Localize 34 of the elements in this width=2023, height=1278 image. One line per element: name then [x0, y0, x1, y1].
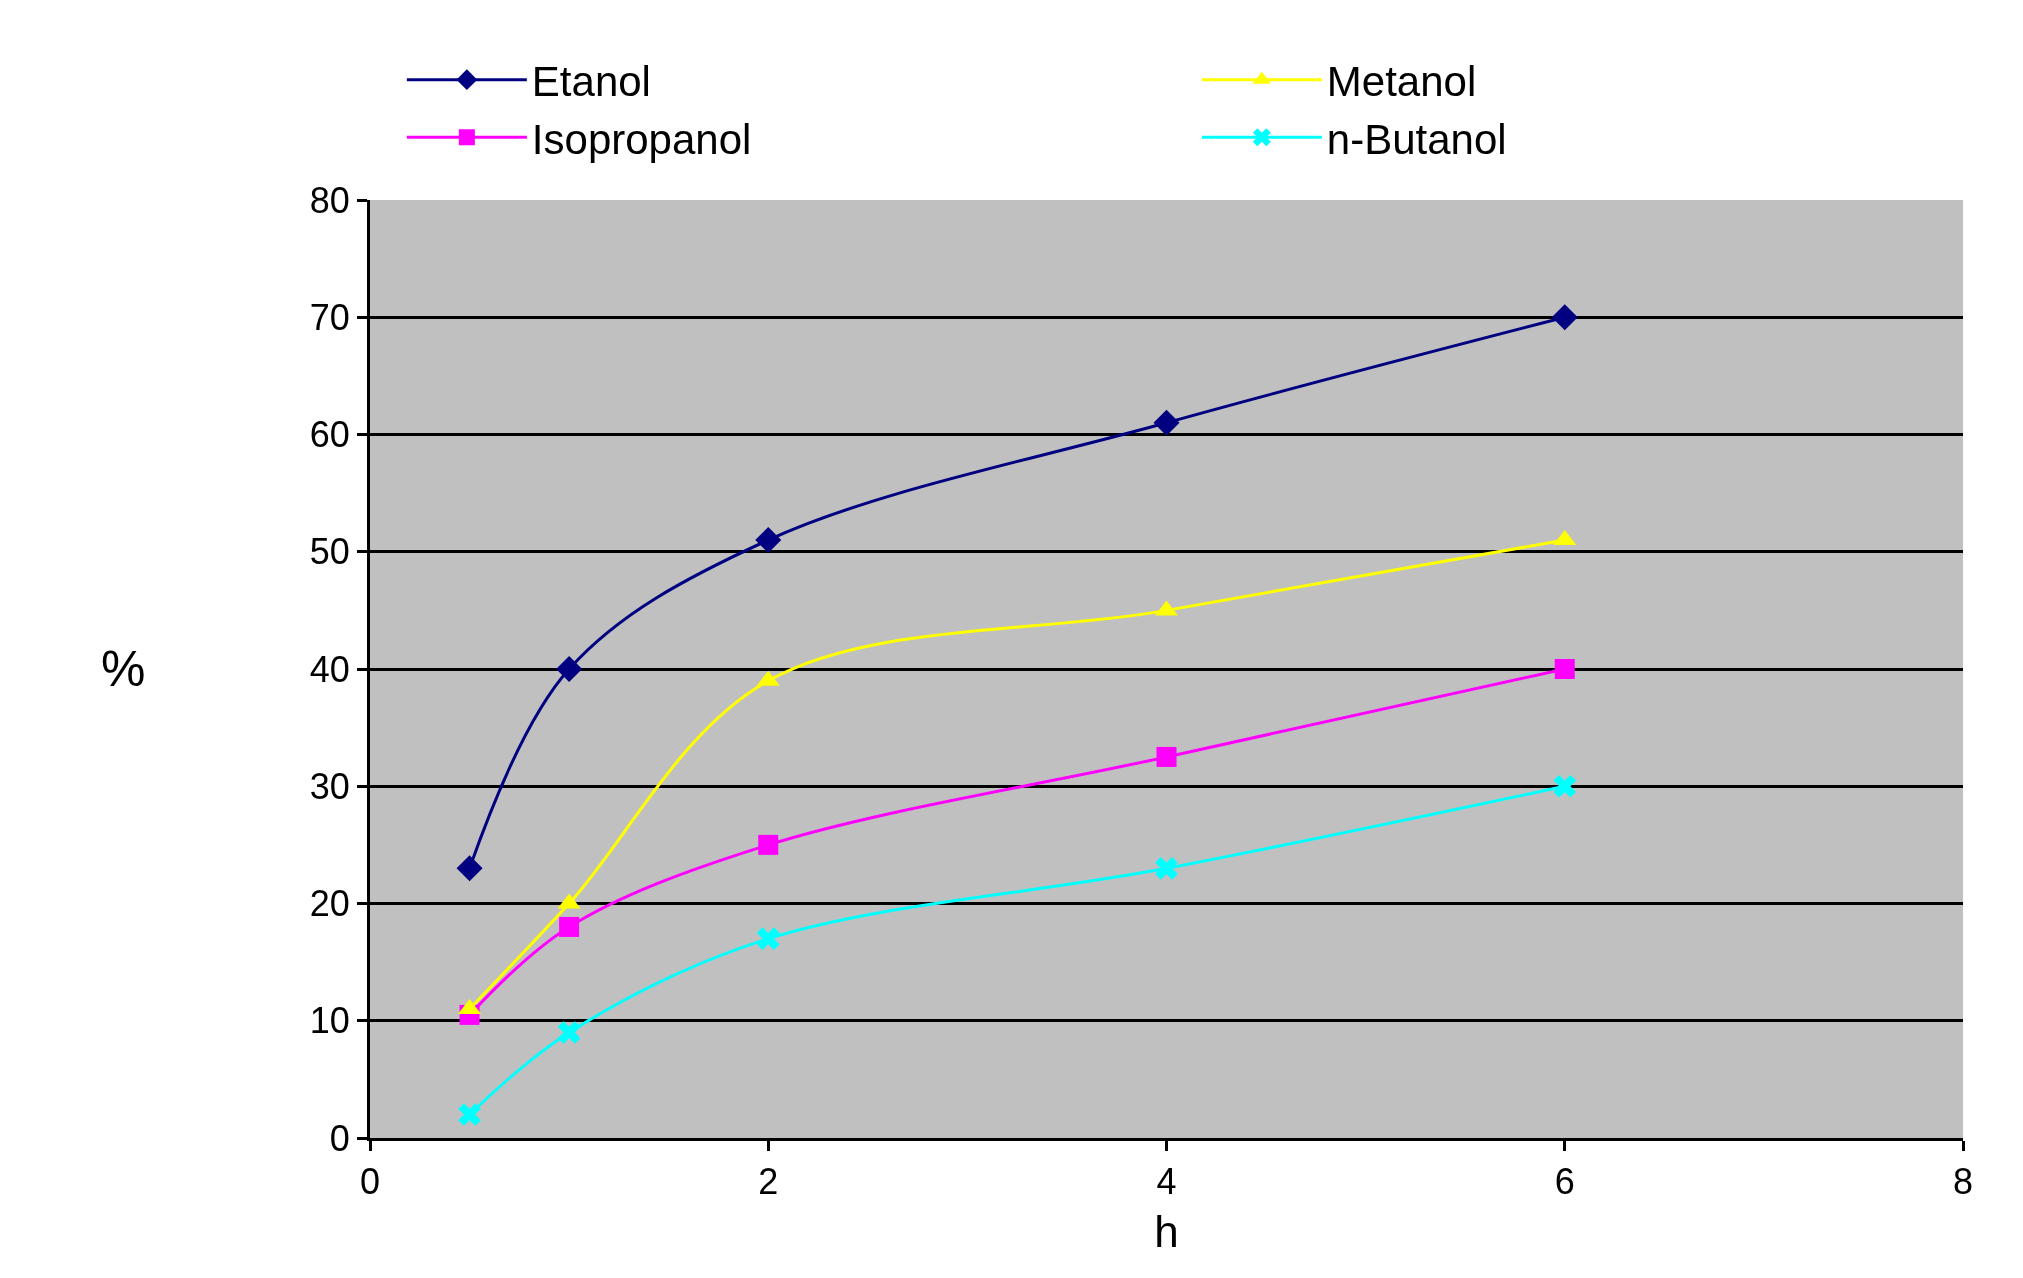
legend-label: n-Butanol [1326, 115, 1507, 163]
y-axis-title: % [101, 641, 146, 697]
point [1553, 774, 1577, 798]
point [1153, 409, 1180, 436]
y-tick-label: 30 [309, 765, 350, 807]
legend-label: Isopropanol [531, 115, 752, 163]
point [458, 1103, 481, 1126]
y-tick-label: 0 [329, 1117, 350, 1159]
point [559, 916, 580, 937]
y-tick-label: 60 [309, 414, 350, 456]
x-axis-title: h [1154, 1206, 1179, 1256]
x-tick-label: 8 [1952, 1161, 1974, 1203]
point [557, 1021, 581, 1044]
y-tick-label: 70 [309, 296, 350, 338]
y-tick-label: 50 [309, 531, 350, 573]
y-tick-label: 10 [309, 1000, 350, 1042]
x-tick-label: 4 [1156, 1161, 1177, 1203]
x-tick-label: 2 [758, 1161, 779, 1203]
y-tick-label: 80 [309, 179, 350, 221]
point [456, 855, 483, 882]
y-tick-label: 40 [309, 648, 350, 690]
legend-label: Metanol [1326, 58, 1477, 106]
point [1554, 659, 1575, 679]
y-tick-label: 20 [309, 883, 350, 925]
legend-label: Etanol [531, 58, 651, 106]
point [1551, 304, 1578, 331]
point [1155, 857, 1178, 880]
x-tick-label: 0 [359, 1161, 381, 1203]
point [556, 656, 583, 682]
point [755, 527, 782, 554]
point [756, 927, 780, 950]
point [758, 834, 779, 855]
x-tick-label: 6 [1554, 1161, 1575, 1203]
point [1156, 746, 1177, 767]
